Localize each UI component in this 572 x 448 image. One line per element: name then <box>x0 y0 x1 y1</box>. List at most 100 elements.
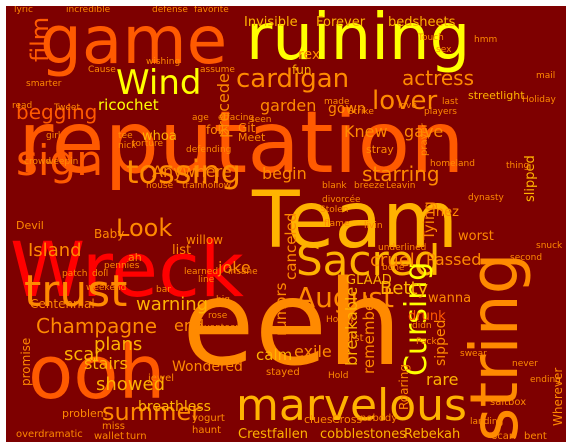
word-trust: trust <box>24 266 128 317</box>
word-strike: Strike <box>348 107 374 117</box>
word-train: train <box>182 181 203 191</box>
word-eeh: eeh <box>182 254 402 392</box>
word-showed: showed <box>96 374 166 395</box>
word-torture: torture <box>132 139 164 149</box>
word-invisible: Invisible <box>244 15 298 30</box>
word-begging: begging <box>16 100 98 124</box>
word-champagne: Champagne <box>36 314 158 338</box>
word-fun: fun <box>292 63 312 77</box>
word-scar: scar <box>64 344 102 365</box>
word-assume: assume <box>200 65 235 75</box>
word-folk: folk <box>206 123 228 137</box>
word-holiday: Holiday <box>522 95 556 105</box>
word-rare: rare <box>426 370 459 389</box>
word-swear: swear <box>460 349 487 359</box>
word-team: Team <box>252 176 459 266</box>
word-marvelous: marvelous <box>236 380 467 431</box>
word-hollow: hollow <box>202 181 232 191</box>
word-weepin: weepin <box>46 157 79 167</box>
word-touch: Touch <box>418 33 444 43</box>
word-cardigan: cardigan <box>236 64 350 94</box>
word-tossing: tossing <box>126 153 241 191</box>
word-last: last <box>442 97 459 107</box>
word-age: age <box>192 113 209 123</box>
word-smarter: smarter <box>26 79 62 89</box>
word-crestfallen: Crestfallen <box>238 427 309 442</box>
word-willow: willow <box>186 233 223 247</box>
word-sacred: Sacred <box>296 236 441 285</box>
word-passed: Passed <box>426 250 482 269</box>
word-wreck: Wreck <box>10 225 244 314</box>
word-never: never <box>512 359 538 369</box>
word-turn: turn <box>126 431 147 442</box>
word-streetlight: streetlight <box>468 89 525 102</box>
word-rose: rose <box>208 311 228 321</box>
word-girl: girl <box>46 131 61 141</box>
word-homeland: homeland <box>430 159 475 169</box>
word-drunk: drunk <box>408 309 446 324</box>
word-plans: plans <box>94 334 143 355</box>
word-git: Git <box>238 121 256 135</box>
word-promise: promise <box>19 337 33 386</box>
word-anywhere: Anywhere <box>152 162 232 181</box>
word-bar: bar <box>156 285 171 295</box>
word-wind: Wind <box>116 63 202 103</box>
word-actress: actress <box>402 66 475 90</box>
word-inez: Inez <box>432 205 459 220</box>
word-gown: gown <box>328 101 366 117</box>
word-line: line <box>198 275 215 285</box>
word-dynasty: dynasty <box>468 193 504 203</box>
word-starring: starring <box>362 162 440 186</box>
word-end: end <box>174 316 205 335</box>
word-honey: Honey <box>326 315 355 325</box>
word-flame: flame <box>324 219 350 229</box>
word-nick: nick <box>118 141 137 151</box>
word-underlined: underlined <box>378 243 427 253</box>
word-wishing: wishing <box>146 57 181 67</box>
word-sign: sign <box>16 136 103 185</box>
word-cause: Cause <box>88 65 116 75</box>
word-warning: warning <box>136 294 209 315</box>
word-canceled: canceled <box>282 212 300 280</box>
word-love: love <box>398 101 417 111</box>
word-wanna: wanna <box>428 291 472 306</box>
word-island: Island <box>28 240 82 261</box>
word-players: players <box>424 107 457 117</box>
word-ricochet: ricochet <box>98 96 159 114</box>
word-begin: begin <box>262 164 307 183</box>
word-remember: remember <box>360 295 378 374</box>
word-nobody: nobody <box>360 413 398 424</box>
word-august: August <box>296 281 394 314</box>
word-miss: miss <box>102 421 125 432</box>
word-stayed: stayed <box>266 367 300 378</box>
word-cobblestones: cobblestones <box>320 427 407 442</box>
word-didn: didn <box>412 321 432 331</box>
word-favorite: favorite <box>194 6 229 15</box>
word-problem: problem <box>62 407 108 420</box>
word-patch: patch <box>62 269 88 279</box>
word-ending: ending <box>530 375 561 385</box>
word-forever: Forever <box>316 15 366 30</box>
word-wondered: Wondered <box>172 359 243 375</box>
word-bone: bone <box>382 263 405 273</box>
word-snuck: snuck <box>536 241 563 251</box>
word-tee: tee <box>118 131 133 141</box>
word-seen: seen <box>250 115 272 125</box>
word-ooh: ooh <box>28 330 166 416</box>
word-seventeen: seventeen <box>194 323 242 333</box>
word-incredible: incredible <box>66 6 111 15</box>
word-stolen: Stolen <box>320 205 349 215</box>
word-gave: gave <box>404 122 444 141</box>
word-sex: sex <box>436 45 452 55</box>
word-rex: rex <box>298 47 321 63</box>
word-breeze: breeze <box>354 181 385 191</box>
word-hmm: hmm <box>474 35 498 45</box>
word-leavin: Leavin <box>386 181 416 191</box>
word-mail: mail <box>536 71 556 81</box>
word-game: game <box>40 6 228 79</box>
word-saltbox: saltbox <box>490 397 527 408</box>
word-calm: calm <box>256 346 293 364</box>
word-divorcee: divorcée <box>322 195 361 205</box>
word-read: read <box>12 101 33 111</box>
